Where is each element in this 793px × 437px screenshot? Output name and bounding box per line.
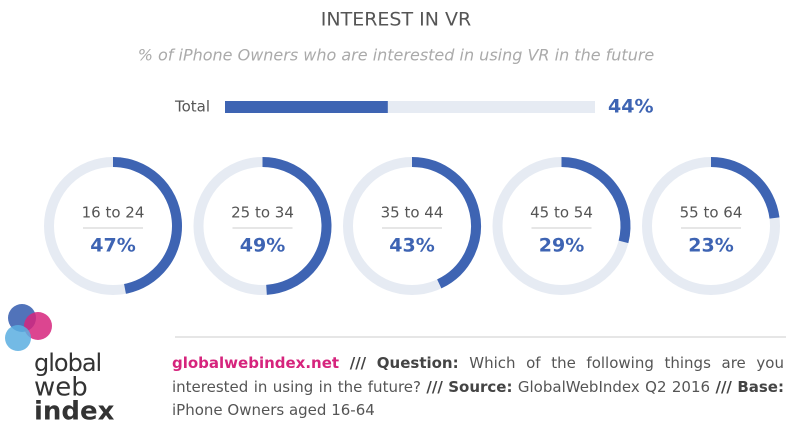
- donut-arc: [561, 157, 631, 244]
- category-label: 16 to 24: [82, 204, 145, 222]
- category-label: 25 to 34: [231, 204, 294, 222]
- separator: ///: [715, 377, 732, 396]
- separator: ///: [426, 377, 443, 396]
- value-label: 43%: [389, 235, 434, 257]
- category-label: 55 to 64: [680, 204, 743, 222]
- value-label: 29%: [539, 235, 584, 257]
- base: iPhone Owners aged 16-64: [172, 401, 375, 419]
- footer: globalwebindex.net /// Question: Which o…: [172, 352, 784, 423]
- logo-text: global: [34, 349, 101, 377]
- donut-arc: [710, 157, 780, 219]
- question: Which of the following things are you in…: [172, 354, 784, 396]
- total-label: Total: [174, 98, 210, 116]
- chart-title: INTEREST IN VR: [321, 9, 471, 31]
- logo-text: web: [34, 373, 88, 403]
- label: Source:: [448, 377, 513, 396]
- logo-circle: [24, 312, 52, 340]
- donut-arc: [411, 157, 481, 289]
- logo-text: index: [34, 397, 115, 427]
- footer-site: globalwebindex.net: [172, 354, 340, 372]
- value-label: 47%: [90, 235, 135, 257]
- total-value: 44%: [608, 96, 653, 118]
- logo-circle: [5, 325, 31, 351]
- category-label: 35 to 44: [381, 204, 444, 222]
- separator: ///: [349, 354, 367, 372]
- donut-arc: [112, 157, 182, 294]
- value-label: 49%: [240, 235, 285, 257]
- value-label: 23%: [688, 235, 733, 257]
- category-label: 45 to 54: [530, 204, 593, 222]
- source: GlobalWebIndex Q2 2016: [517, 377, 711, 396]
- label: Question:: [376, 354, 459, 372]
- chart-subtitle: % of iPhone Owners who are interested in…: [138, 46, 655, 65]
- label: Base:: [737, 377, 784, 396]
- total-bar: [225, 101, 388, 113]
- donut-arc: [262, 157, 332, 295]
